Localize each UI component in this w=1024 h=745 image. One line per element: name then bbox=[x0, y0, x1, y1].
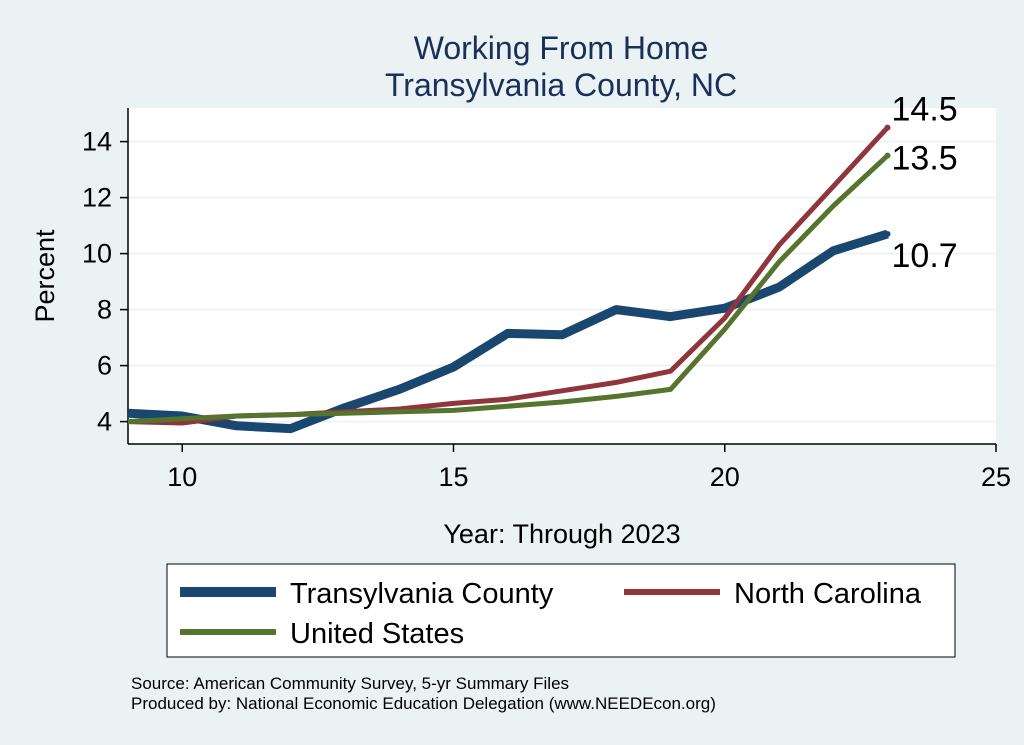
legend-label-united-states: United States bbox=[290, 618, 464, 650]
x-axis-label: Year: Through 2023 bbox=[443, 519, 680, 549]
series-lines bbox=[127, 124, 891, 434]
end-labels: 10.7 14.5 13.5 bbox=[892, 91, 958, 275]
y-tick-label-10: 10 bbox=[82, 239, 112, 269]
legend-label-transylvania-county: Transylvania County bbox=[290, 578, 554, 610]
legend-label-north-carolina: North Carolina bbox=[734, 578, 922, 610]
series-endpoint-united-states bbox=[884, 152, 891, 159]
gridlines bbox=[128, 140, 996, 423]
y-axis-label: Percent bbox=[30, 229, 60, 323]
y-axis-ticks: 4 6 8 10 12 14 bbox=[82, 127, 128, 437]
y-tick-label-14: 14 bbox=[82, 127, 112, 157]
y-tick-label-4: 4 bbox=[97, 407, 112, 437]
chart-title-line-1: Working From Home bbox=[414, 30, 709, 66]
x-tick-label-25: 25 bbox=[981, 462, 1011, 492]
end-label-transylvania-county: 10.7 bbox=[892, 237, 958, 275]
y-tick-label-8: 8 bbox=[97, 295, 112, 325]
y-tick-label-6: 6 bbox=[97, 351, 112, 381]
source-note: Source: American Community Survey, 5-yr … bbox=[131, 674, 569, 693]
end-label-north-carolina: 14.5 bbox=[892, 91, 958, 129]
producer-note: Produced by: National Economic Education… bbox=[131, 694, 716, 713]
series-endpoint-north-carolina bbox=[884, 124, 891, 131]
x-tick-label-20: 20 bbox=[710, 462, 740, 492]
series-endpoint-transylvania-county bbox=[884, 231, 891, 237]
end-label-united-states: 13.5 bbox=[892, 140, 958, 178]
legend-box bbox=[166, 563, 956, 658]
series-line-transylvania-county bbox=[127, 229, 889, 434]
series-line-united-states bbox=[127, 153, 890, 425]
chart-title-line-2: Transylvania County, NC bbox=[385, 67, 737, 103]
x-axis-ticks: 10 15 20 25 bbox=[167, 444, 1011, 492]
plot-area bbox=[128, 108, 996, 444]
x-tick-label-15: 15 bbox=[438, 462, 468, 492]
y-tick-label-12: 12 bbox=[82, 183, 112, 213]
x-tick-label-10: 10 bbox=[167, 462, 197, 492]
